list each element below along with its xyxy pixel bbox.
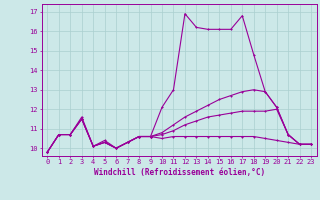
X-axis label: Windchill (Refroidissement éolien,°C): Windchill (Refroidissement éolien,°C) — [94, 168, 265, 177]
